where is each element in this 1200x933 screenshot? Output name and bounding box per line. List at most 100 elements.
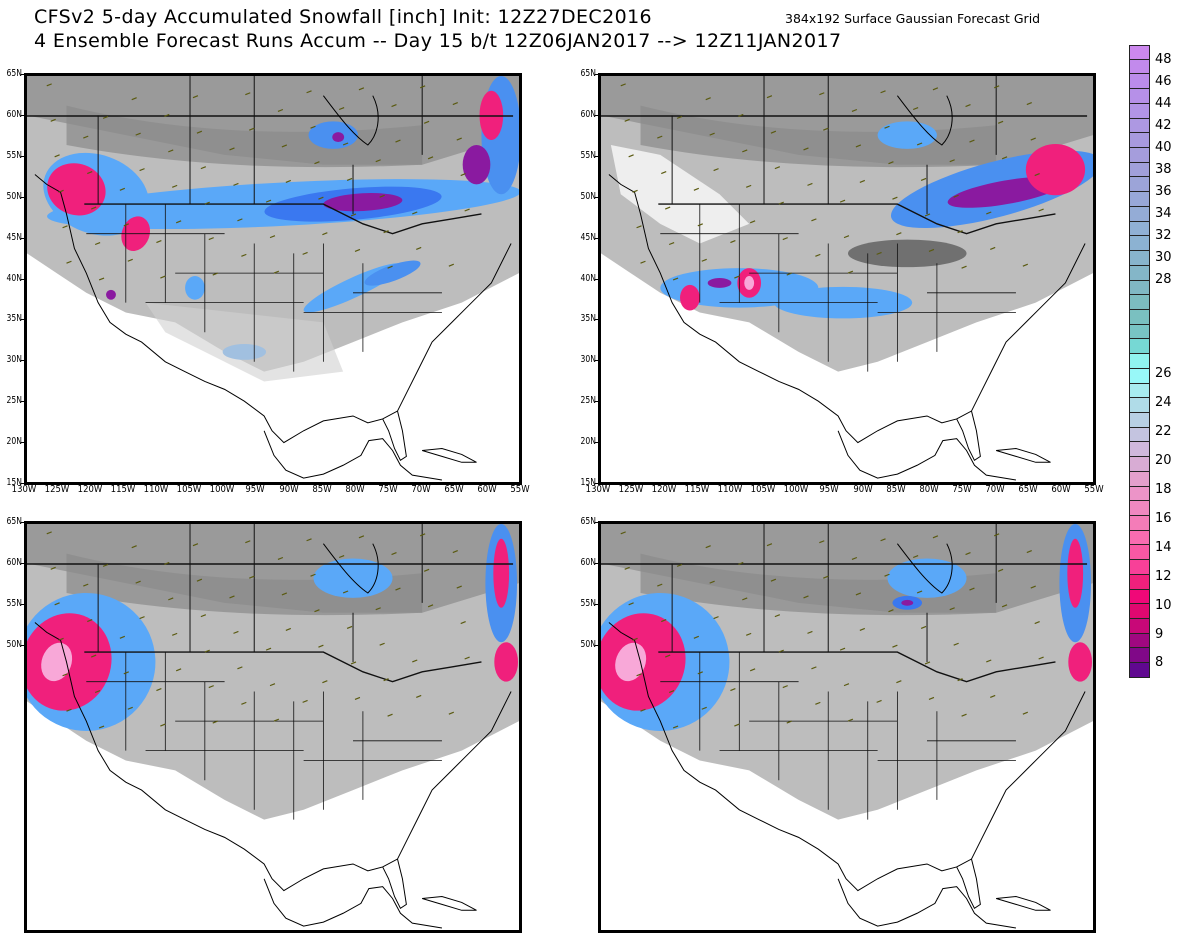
- lat-tick-label: 30N: [580, 354, 596, 366]
- colorbar-label: 46: [1155, 74, 1172, 89]
- colorbar-swatch: [1129, 265, 1150, 281]
- lon-tick-label: 100W: [784, 484, 809, 495]
- colorbar-label: 34: [1155, 206, 1172, 221]
- lat-tick: [595, 562, 599, 564]
- lat-tick-label: 60N: [580, 108, 596, 120]
- colorbar-swatch: [1129, 133, 1150, 149]
- colorbar-swatch: [1129, 295, 1150, 310]
- lon-tick-label: 85W: [885, 484, 906, 495]
- lon-tick-label: 85W: [311, 484, 332, 495]
- lon-tick-label: 55W: [510, 484, 530, 495]
- colorbar-swatch: [1129, 118, 1150, 134]
- colorbar-swatch: [1129, 457, 1150, 472]
- lat-tick: [595, 401, 599, 403]
- lat-tick-label: 50N: [6, 638, 22, 650]
- map-plot-area: [24, 73, 522, 485]
- lat-tick: [595, 644, 599, 646]
- lat-tick: [595, 319, 599, 321]
- lon-tick-label: 75W: [952, 484, 972, 495]
- lat-tick: [595, 483, 599, 484]
- colorbar-swatch: [1129, 442, 1150, 458]
- lat-tick: [21, 562, 25, 564]
- colorbar-swatch: [1129, 383, 1150, 399]
- colorbar-label: 40: [1155, 140, 1172, 155]
- lat-tick-label: 45N: [580, 231, 596, 243]
- lat-tick: [21, 522, 25, 523]
- colorbar-swatch: [1129, 221, 1150, 237]
- lat-tick: [21, 196, 25, 198]
- colorbar-swatch: [1129, 398, 1150, 413]
- lon-tick-label: 95W: [819, 484, 840, 495]
- lat-tick: [595, 155, 599, 157]
- lat-tick: [21, 74, 25, 75]
- lat-tick-label: 55N: [580, 149, 596, 161]
- colorbar-swatch: [1129, 501, 1150, 516]
- colorbar-label: 9: [1155, 627, 1164, 642]
- lat-tick: [21, 401, 25, 403]
- lat-tick: [21, 114, 25, 116]
- colorbar-swatch: [1129, 560, 1150, 575]
- lon-tick-label: 80W: [919, 484, 939, 495]
- colorbar-swatch: [1129, 633, 1150, 649]
- lon-tick-label: 100W: [210, 484, 235, 495]
- lon-tick-label: 115W: [684, 484, 710, 495]
- colorbar-label: 42: [1155, 118, 1172, 133]
- colorbar-swatch: [1129, 59, 1150, 75]
- colorbar-label: 30: [1155, 250, 1172, 265]
- colorbar-label: 20: [1155, 453, 1172, 468]
- colorbar-swatch: [1129, 648, 1150, 664]
- colorbar-swatch: [1129, 251, 1150, 266]
- lat-tick: [21, 483, 25, 484]
- colorbar-label: 22: [1155, 424, 1172, 439]
- snowfall-map-svg: [27, 76, 519, 481]
- colorbar-swatch: [1129, 45, 1150, 60]
- lat-tick-label: 20N: [6, 436, 22, 448]
- colorbar: [1129, 45, 1150, 678]
- colorbar-swatch: [1129, 339, 1150, 355]
- colorbar-swatch: [1129, 192, 1150, 207]
- colorbar-swatch: [1129, 236, 1150, 252]
- colorbar-label: 10: [1155, 598, 1172, 613]
- lon-tick-label: 110W: [717, 484, 743, 495]
- lat-tick-label: 55N: [6, 597, 22, 609]
- snowfall-map-svg: [27, 524, 519, 929]
- colorbar-swatch: [1129, 148, 1150, 163]
- colorbar-label: 24: [1155, 395, 1172, 410]
- colorbar-swatch: [1129, 530, 1150, 546]
- lon-tick-label: 70W: [411, 484, 431, 495]
- lat-tick-label: 35N: [580, 313, 596, 325]
- lat-tick-label: 15N: [580, 477, 596, 488]
- grid-info: 384x192 Surface Gaussian Forecast Grid: [785, 11, 1041, 26]
- lat-tick-label: 20N: [580, 436, 596, 448]
- lon-tick-label: 110W: [143, 484, 169, 495]
- lat-tick-label: 40N: [6, 272, 22, 284]
- lon-tick-label: 125W: [618, 484, 644, 495]
- lon-tick-label: 60W: [1051, 484, 1071, 495]
- colorbar-swatch: [1129, 177, 1150, 193]
- lon-tick-label: 60W: [477, 484, 497, 495]
- lon-tick-label: 115W: [110, 484, 136, 495]
- lat-tick: [595, 196, 599, 198]
- lon-tick-label: 65W: [444, 484, 464, 495]
- colorbar-swatch: [1129, 427, 1150, 443]
- lon-tick-label: 90W: [852, 484, 873, 495]
- map-plot-area: [598, 521, 1096, 933]
- lon-tick-label: 105W: [177, 484, 202, 495]
- title-line-1: CFSv2 5-day Accumulated Snowfall [inch] …: [34, 6, 653, 28]
- lon-tick-label: 105W: [751, 484, 776, 495]
- lat-tick: [21, 237, 25, 239]
- colorbar-swatch: [1129, 589, 1150, 605]
- colorbar-swatch: [1129, 516, 1150, 531]
- lat-tick-label: 15N: [6, 477, 22, 488]
- lat-tick-label: 50N: [580, 638, 596, 650]
- lat-tick-label: 40N: [580, 272, 596, 284]
- colorbar-label: 48: [1155, 52, 1172, 67]
- lat-tick: [21, 155, 25, 157]
- lat-tick-label: 60N: [6, 108, 22, 120]
- lon-tick-label: 80W: [345, 484, 365, 495]
- title-line-2: 4 Ensemble Forecast Runs Accum -- Day 15…: [34, 30, 842, 52]
- colorbar-label: 14: [1155, 540, 1172, 555]
- colorbar-swatch: [1129, 162, 1150, 178]
- lon-tick-label: 125W: [44, 484, 70, 495]
- lat-tick: [21, 644, 25, 646]
